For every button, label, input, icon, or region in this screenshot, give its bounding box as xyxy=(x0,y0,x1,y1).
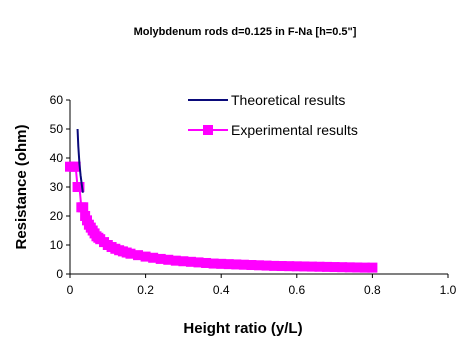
x-tick-label: 0 xyxy=(67,283,74,297)
experimental-point xyxy=(223,259,234,270)
y-tick-label: 0 xyxy=(56,267,63,281)
experimental-point xyxy=(352,262,363,273)
experimental-point xyxy=(314,261,325,272)
experimental-point xyxy=(133,250,144,261)
experimental-point xyxy=(246,260,257,271)
experimental-point xyxy=(284,261,295,272)
experimental-point xyxy=(329,262,340,273)
series-layer xyxy=(65,128,378,273)
experimental-point xyxy=(231,259,242,270)
experimental-point xyxy=(269,260,280,271)
y-ticks: 0 10 20 30 40 50 60 xyxy=(50,93,70,281)
experimental-point xyxy=(178,256,189,267)
experimental-point xyxy=(322,261,333,272)
x-ticks: 0 0.2 0.4 0.6 0.8 1.0 xyxy=(67,274,457,297)
y-tick-label: 20 xyxy=(50,209,64,223)
y-tick-label: 10 xyxy=(50,238,64,252)
chart-title: Molybdenum rods d=0.125 in F-Na [h=0.5"] xyxy=(134,26,357,38)
x-tick-label: 0.2 xyxy=(137,283,154,297)
experimental-point xyxy=(367,262,378,273)
experimental-point xyxy=(74,182,85,192)
y-tick-label: 50 xyxy=(50,122,64,136)
experimental-point xyxy=(155,253,166,264)
experimental-point xyxy=(148,252,159,263)
experimental-point xyxy=(276,261,287,272)
legend: Theoretical results Experimental results xyxy=(188,92,358,138)
experimental-point xyxy=(359,262,370,273)
experimental-point xyxy=(201,257,212,268)
experimental-point xyxy=(163,254,174,265)
experimental-point xyxy=(261,260,272,271)
experimental-point xyxy=(208,258,219,269)
experimental-point xyxy=(125,248,136,259)
legend-label-experimental: Experimental results xyxy=(231,122,358,138)
experimental-point xyxy=(238,259,249,270)
y-axis-title: Resistance (ohm) xyxy=(13,124,30,249)
x-tick-label: 0.6 xyxy=(288,283,305,297)
x-axis-title: Height ratio (y/L) xyxy=(183,320,302,337)
x-tick-label: 0.4 xyxy=(213,283,230,297)
experimental-point xyxy=(70,161,81,172)
experimental-point xyxy=(78,202,89,213)
y-tick-label: 30 xyxy=(50,180,64,194)
experimental-point xyxy=(216,258,227,269)
experimental-point xyxy=(140,251,151,262)
theoretical-series-line xyxy=(76,128,84,193)
y-tick-label: 40 xyxy=(50,151,64,165)
experimental-point xyxy=(337,262,348,273)
x-tick-label: 0.8 xyxy=(364,283,381,297)
experimental-point xyxy=(185,256,196,267)
x-tick-label: 1.0 xyxy=(440,283,457,297)
experimental-point xyxy=(193,257,204,268)
experimental-point xyxy=(344,262,355,273)
legend-marker-experimental xyxy=(203,125,213,135)
y-tick-label: 60 xyxy=(50,93,64,107)
experimental-point xyxy=(291,261,302,272)
experimental-point xyxy=(306,261,317,272)
experimental-point xyxy=(254,260,264,271)
experimental-point xyxy=(170,255,181,266)
legend-label-theoretical: Theoretical results xyxy=(231,92,345,108)
experimental-point xyxy=(299,261,310,272)
